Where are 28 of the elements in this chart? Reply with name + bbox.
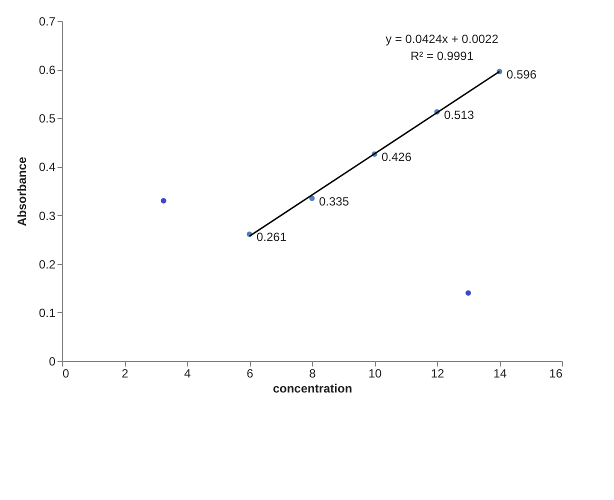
y-tick-label: 0.3 [38,208,56,223]
point [466,290,471,296]
x-tick-label: 8 [309,366,316,380]
y-tick-label: 0.2 [38,257,56,272]
x-tick-label: 10 [368,366,382,380]
y-tick-label: 0.1 [38,306,56,320]
x-axis-title: concentration [272,382,352,396]
data-label: 0.335 [319,194,350,208]
x-tick-label: 6 [246,366,254,380]
annotation: y = 0.0424x + 0.0022 [386,32,499,46]
data-label: 0.596 [506,68,537,82]
x-tick-label: 4 [184,366,192,380]
data-label: 0.513 [444,108,474,122]
y-tick-label: 0.7 [38,14,56,28]
point [160,198,166,204]
x-tick-label: 12 [430,366,444,380]
y-tick-label: 0.6 [38,63,56,78]
x-tick-label: 16 [549,366,563,380]
y-tick-label: 0.4 [38,160,56,174]
data-label: 0.261 [256,230,287,244]
data-label: 0.426 [382,150,412,164]
x-tick-label: 14 [493,366,507,380]
y-axis-title: Absorbance [14,156,29,226]
y-tick-label: 0 [48,354,56,368]
annotation: R² = 0.9991 [410,49,474,63]
x-tick-label: 0 [62,366,70,380]
x-tick-label: 2 [122,366,129,380]
y-tick-label: 0.5 [38,112,56,126]
